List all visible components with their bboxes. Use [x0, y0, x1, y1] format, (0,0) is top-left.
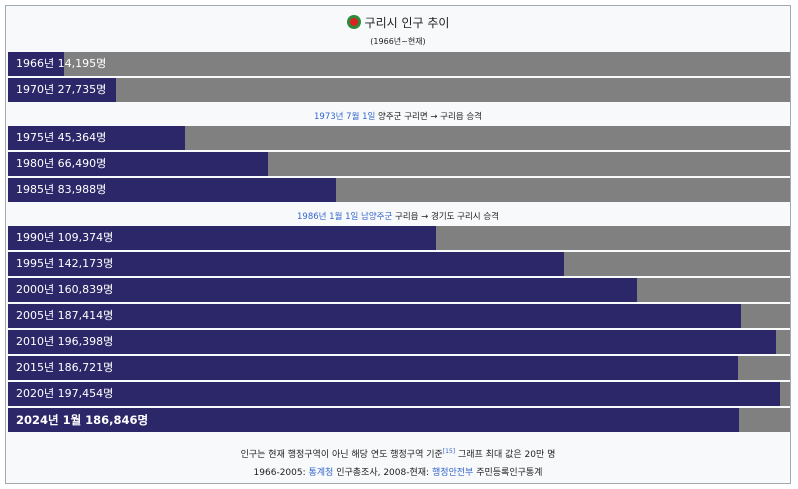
bar-row-5: 1985년 83,988명 [8, 178, 790, 202]
bar-row-8: 2000년 160,839명 [8, 278, 790, 302]
event-note-1973: 1973년 7월 1일 양주군 구리면 → 구리읍 승격 [6, 110, 790, 122]
bar-label-9: 2005년 187,414명 [16, 309, 114, 322]
bar-label-5: 1985년 83,988명 [16, 183, 107, 196]
event-link-1973[interactable]: 1973년 7월 1일 [314, 112, 376, 122]
bar-label-2: 1970년 27,735명 [16, 83, 107, 96]
bar-row-9: 2005년 187,414명 [8, 304, 790, 328]
event-text-1973: 양주군 구리면 → 구리읍 승격 [375, 112, 482, 122]
bar-label-1: 1966년 14,195명 [16, 57, 107, 70]
bar-label-6: 1990년 109,374명 [16, 231, 114, 244]
bar-row-1: 1966년 14,195명 [8, 52, 790, 76]
bar-12 [8, 382, 780, 406]
bar-5 [8, 178, 336, 202]
bar-10 [8, 330, 776, 354]
chart-title-text: 구리시 인구 추이 [364, 16, 450, 30]
bar-row-10: 2010년 196,398명 [8, 330, 790, 354]
bar-3 [8, 126, 185, 150]
bar-8 [8, 278, 637, 302]
bar-row-4: 1980년 66,490명 [8, 152, 790, 176]
chart-subtitle: (1966년~현재) [370, 37, 426, 46]
footer-note-text: 인구는 현재 행정구역이 아닌 해당 연도 행정구역 기준 [240, 450, 443, 460]
bar-label-8: 2000년 160,839명 [16, 283, 114, 296]
bar-label-12: 2020년 197,454명 [16, 387, 114, 400]
bar-label-10: 2010년 196,398명 [16, 335, 114, 348]
bar-11 [8, 356, 738, 380]
source-prefix: 1966-2005: [253, 468, 309, 478]
bar-row-3: 1975년 45,364명 [8, 126, 790, 150]
bar-row-6: 1990년 109,374명 [8, 226, 790, 250]
event-note-1986: 1986년 1월 1일 남양주군 구리읍 → 경기도 구리시 승격 [6, 210, 790, 222]
bar-row-2: 1970년 27,735명 [8, 78, 790, 102]
bar-9 [8, 304, 741, 328]
footer-sources: 1966-2005: 통계청 인구총조사, 2008-현재: 행정안전부 주민등… [6, 465, 790, 478]
bar-label-3: 1975년 45,364명 [16, 131, 107, 144]
city-emblem-icon [346, 15, 361, 29]
bar-row-7: 1995년 142,173명 [8, 252, 790, 276]
bar-label-11: 2015년 186,721명 [16, 361, 114, 374]
bar-13 [8, 408, 739, 432]
bar-row-12: 2020년 197,454명 [8, 382, 790, 406]
bar-7 [8, 252, 564, 276]
footer-ref-link[interactable]: [15] [442, 448, 456, 455]
bar-6 [8, 226, 436, 250]
source-text-census: 인구총조사, 2008-현재: [333, 468, 432, 478]
bar-label-4: 1980년 66,490명 [16, 157, 107, 170]
source-link-ministry[interactable]: 행정안전부 [431, 468, 474, 478]
bar-1 [8, 52, 64, 76]
footer-note: 인구는 현재 행정구역이 아닌 해당 연도 행정구역 기준[15] 그래프 최대… [6, 447, 790, 460]
population-chart-box: 구리시 인구 추이 (1966년~현재) 1966년 14,195명 1970년 … [5, 5, 791, 484]
chart-title: 구리시 인구 추이 [6, 14, 790, 31]
footer-note-max: 그래프 최대 값은 20만 명 [455, 450, 556, 460]
source-text-registry: 주민등록인구통계 [473, 468, 543, 478]
event-text-1986: 구리읍 → 경기도 구리시 승격 [392, 212, 499, 222]
bar-4 [8, 152, 268, 176]
event-link-1986[interactable]: 1986년 1월 1일 남양주군 [297, 212, 393, 222]
bar-2 [8, 78, 116, 102]
bar-row-11: 2015년 186,721명 [8, 356, 790, 380]
bar-row-13: 2024년 1월 186,846명 [8, 408, 790, 432]
bar-label-13: 2024년 1월 186,846명 [16, 413, 149, 427]
bar-label-7: 1995년 142,173명 [16, 257, 114, 270]
source-link-statistics-korea[interactable]: 통계청 [308, 468, 334, 478]
